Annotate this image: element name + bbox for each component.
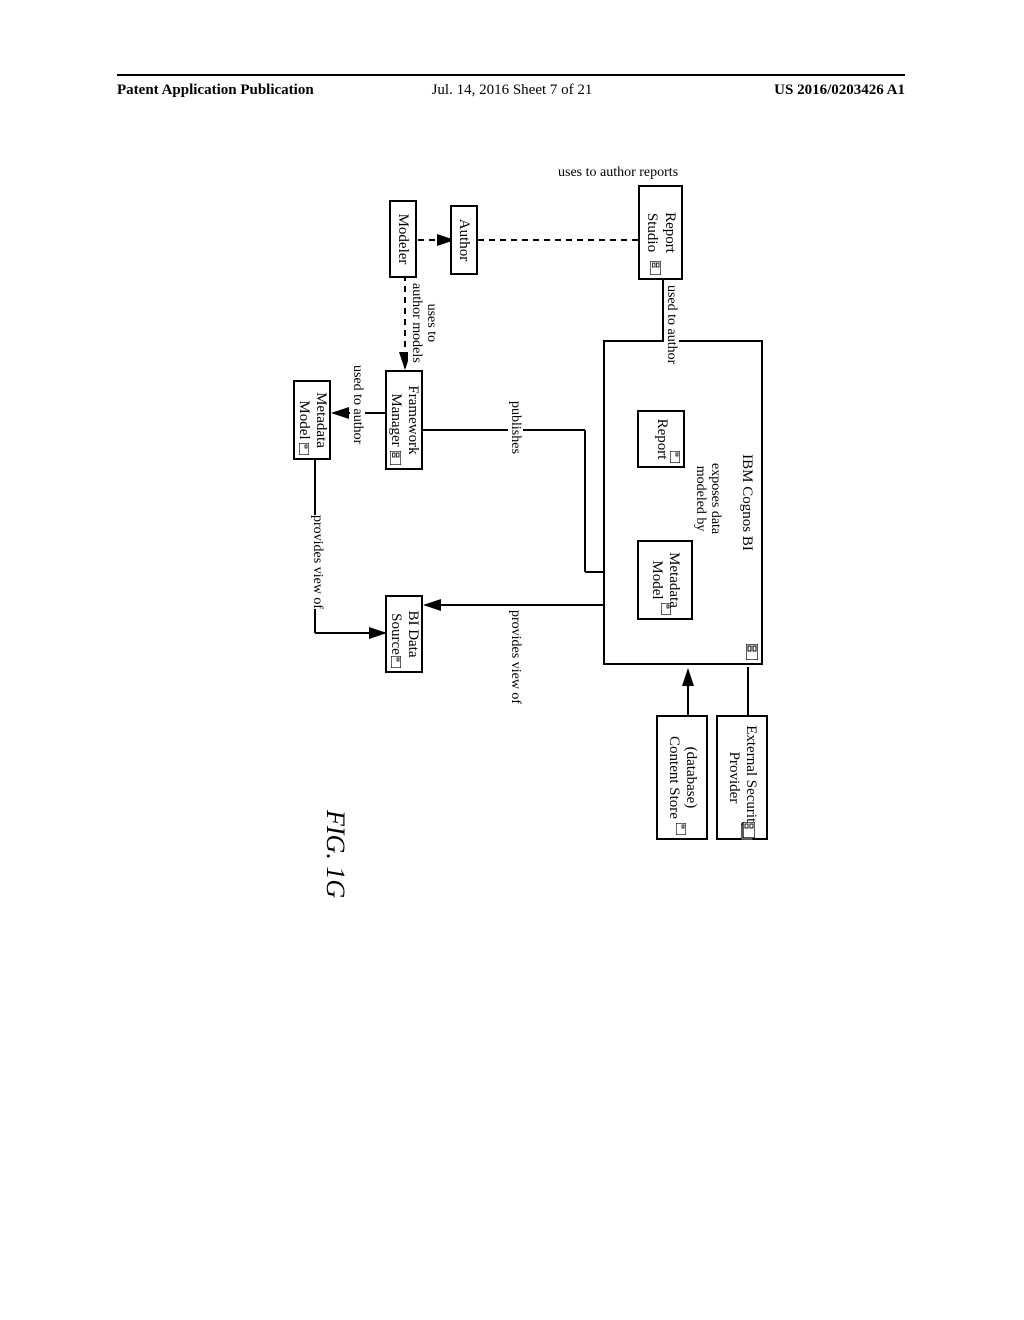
- edge-label-uses-to-author-models: uses to author models: [408, 283, 439, 363]
- report-node: Report: [637, 410, 685, 468]
- content-store-node: (database) Content Store: [656, 715, 708, 840]
- framework-manager-label: Framework Manager: [387, 385, 422, 454]
- artifact-icon: [282, 443, 327, 455]
- edge-label-provides-view-1: provides view of: [508, 610, 523, 704]
- artifact-icon: [659, 823, 704, 835]
- report-label: Report: [652, 419, 669, 460]
- modeler-actor: Modeler: [389, 200, 417, 278]
- figure-caption: FIG. 1G: [320, 810, 350, 898]
- author-label: Author: [456, 219, 473, 262]
- metadata-model-2-node: Metadata Model: [293, 380, 331, 460]
- component-icon: [373, 451, 419, 465]
- edge-label-uses-to-author-reports: uses to author reports: [558, 165, 678, 180]
- metadata-model-1-node: Metadata Model: [637, 540, 693, 620]
- author-actor: Author: [450, 205, 478, 275]
- external-security-node: External Security Provider: [716, 715, 768, 840]
- artifact-icon: [670, 451, 680, 463]
- modeler-label: Modeler: [395, 214, 412, 265]
- header-left-text: Patent Application Publication: [117, 82, 314, 99]
- edge-label-exposes-data: exposes data modeled by: [692, 463, 723, 534]
- architecture-diagram: IBM Cognos BI Report Metadata Model Exte…: [223, 205, 763, 825]
- edge-label-publishes: publishes: [508, 401, 523, 454]
- edge-label-provides-view-2: provides view of: [310, 515, 325, 609]
- header-right-text: US 2016/0203426 A1: [774, 82, 905, 99]
- edge-label-used-to-author-1: used to author: [664, 285, 679, 364]
- artifact-icon: [644, 603, 689, 615]
- component-icon: [724, 822, 773, 840]
- framework-manager-node: Framework Manager: [385, 370, 423, 470]
- component-icon: [746, 644, 758, 660]
- content-store-label: (database) Content Store: [665, 736, 700, 819]
- artifact-icon: [374, 656, 419, 668]
- metadata-model-1-label: Metadata Model: [648, 552, 683, 608]
- component-icon: [633, 261, 679, 275]
- metadata-model-2-label: Metadata Model: [295, 392, 330, 448]
- ibm-cognos-bi-label: IBM Cognos BI: [738, 348, 755, 657]
- bi-data-source-node: BI Data Source: [385, 595, 423, 673]
- report-studio-label: Report Studio: [643, 212, 678, 253]
- header-separator: [117, 74, 905, 76]
- edge-label-used-to-author-2: used to author: [350, 365, 365, 444]
- header-center-text: Jul. 14, 2016 Sheet 7 of 21: [432, 82, 593, 99]
- report-studio-node: Report Studio: [638, 185, 683, 280]
- external-security-label: External Security Provider: [725, 725, 760, 830]
- bi-data-source-label: BI Data Source: [387, 610, 422, 657]
